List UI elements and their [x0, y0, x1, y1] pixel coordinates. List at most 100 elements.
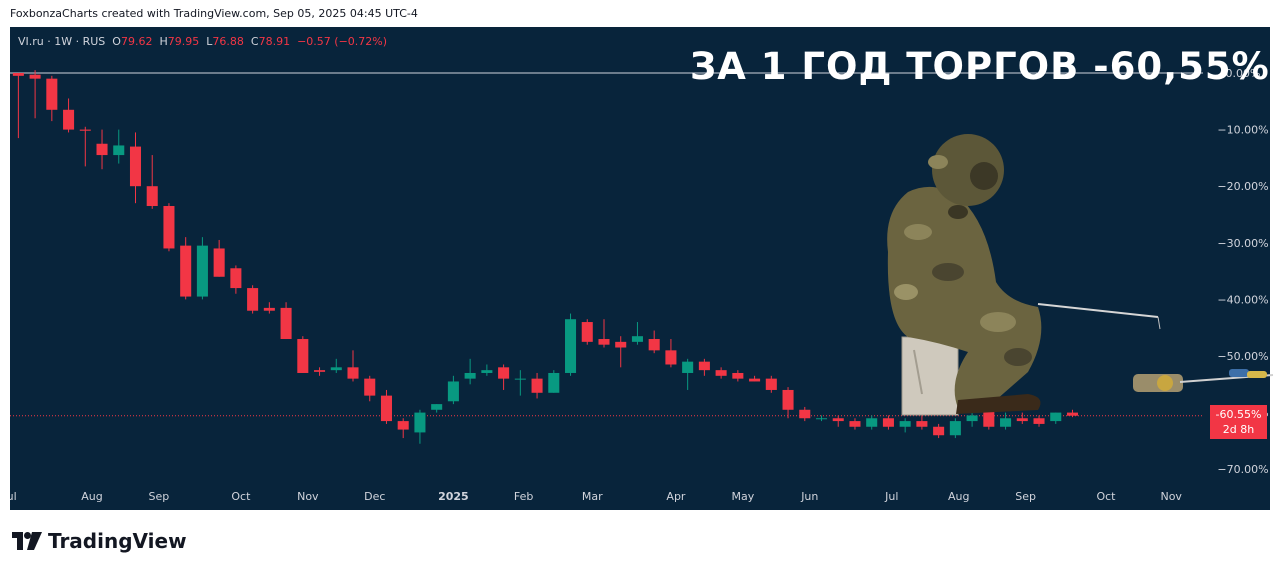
fisherman-figure-icon	[887, 134, 1161, 416]
candle-body	[866, 418, 878, 427]
x-tick-label: Oct	[1096, 490, 1116, 503]
y-tick-label: −10.00%	[1217, 124, 1268, 137]
candle-body	[832, 418, 844, 422]
candle-body	[899, 421, 911, 427]
ohlc-legend: VI.ru · 1W · RUS O79.62 H79.95 L76.88 C7…	[18, 35, 387, 48]
y-tick-label: −70.00%	[1217, 463, 1268, 476]
candle-body	[213, 248, 225, 277]
candle-body	[1016, 418, 1028, 422]
candle-body	[983, 409, 995, 427]
candle-body	[63, 109, 75, 130]
candle-body	[498, 367, 510, 379]
candle-body	[648, 339, 660, 351]
candle-body	[314, 370, 326, 372]
last-price-badge: -60.55% 2d 8h	[1210, 405, 1267, 439]
candle-body	[565, 319, 577, 373]
candle-body	[1033, 418, 1045, 424]
candle-body	[12, 73, 24, 76]
candle-body	[732, 372, 744, 379]
x-tick-label: Dec	[364, 490, 385, 503]
candle-body	[765, 378, 777, 390]
candle-body	[364, 378, 376, 396]
candle-body	[615, 341, 627, 348]
tradingview-logo[interactable]: TradingView	[12, 529, 187, 553]
candle-body	[682, 361, 694, 373]
candle-body	[163, 206, 175, 249]
legend-symbol: VI.ru · 1W · RUS	[18, 35, 106, 48]
y-tick-label: −40.00%	[1217, 293, 1268, 306]
candle-body	[146, 186, 158, 207]
candle-body	[447, 381, 459, 402]
candle-body	[129, 146, 142, 187]
candle-body	[531, 378, 543, 393]
y-tick-label: 0.00%	[1226, 67, 1261, 80]
candle-body	[1066, 412, 1079, 416]
legend-open-value: 79.62	[120, 35, 153, 48]
x-tick-label: Nov	[297, 490, 319, 503]
fishing-rod-icon	[1133, 369, 1274, 392]
last-price-value: -60.55%	[1215, 408, 1262, 421]
candle-body	[916, 421, 928, 427]
candle-body	[431, 404, 443, 410]
logo-wordmark: TradingView	[48, 529, 187, 553]
candle-body	[665, 350, 677, 365]
candle-body	[46, 78, 58, 110]
candle-body	[782, 389, 794, 410]
x-tick-label: Nov	[1160, 490, 1182, 503]
candle-body	[263, 307, 275, 311]
x-tick-label: Jun	[800, 490, 818, 503]
candle-body	[715, 370, 727, 376]
bar-countdown: 2d 8h	[1222, 423, 1255, 436]
candle-body	[414, 412, 426, 433]
candlestick-chart[interactable]: 0.00% −10.00% −20.00% −30.00% −40.00% −50.00%…	[10, 27, 1270, 510]
candle-body	[96, 143, 108, 156]
candle-body	[799, 409, 811, 419]
x-tick-label: Aug	[81, 490, 102, 503]
legend-close-label: C	[250, 35, 259, 48]
candle-body	[548, 372, 560, 393]
candle-body	[882, 418, 894, 427]
x-tick-label: Apr	[666, 490, 686, 503]
chart-credit: FoxbonzaCharts created with TradingView.…	[10, 7, 418, 20]
candle-body	[598, 339, 610, 345]
x-tick-label: Mar	[582, 490, 603, 503]
candle-body	[180, 245, 192, 297]
candle-body	[464, 372, 476, 379]
legend-change: −0.57 (−0.72%)	[297, 35, 388, 48]
legend-low-value: 76.88	[212, 35, 244, 48]
candle-body	[247, 288, 259, 311]
candle-body	[397, 421, 409, 430]
candle-body	[230, 268, 242, 289]
candle-body	[698, 361, 710, 371]
x-tick-label: Jul	[884, 490, 898, 503]
chart-area[interactable]: 0.00% −10.00% −20.00% −30.00% −40.00% −50.00%…	[10, 27, 1274, 510]
candle-body	[297, 339, 309, 373]
candle-body	[581, 322, 593, 342]
y-tick-label: −20.00%	[1217, 180, 1268, 193]
candle-body	[1000, 418, 1012, 427]
y-tick-label: −50.00%	[1217, 350, 1268, 363]
candle-body	[631, 336, 643, 342]
y-tick-label: −30.00%	[1217, 237, 1268, 250]
candle-body	[749, 378, 761, 382]
candle-body	[196, 245, 208, 297]
candle-body	[949, 421, 961, 436]
x-tick-label: Oct	[231, 490, 251, 503]
candle-body	[29, 74, 41, 79]
headline-caption: ЗА 1 ГОД ТОРГОВ -60,55%	[690, 45, 1270, 88]
candle-body	[347, 367, 359, 379]
x-tick-label: Sep	[149, 490, 170, 503]
legend-high-label: H	[159, 35, 168, 48]
candle-body	[933, 426, 945, 436]
legend-open-label: O	[112, 35, 121, 48]
x-tick-label: Sep	[1015, 490, 1036, 503]
legend-low-label: L	[206, 35, 213, 48]
candle-body	[380, 395, 392, 422]
x-tick-label: 2025	[438, 490, 469, 503]
candle-body	[113, 145, 125, 156]
tradingview-logo-icon	[12, 532, 42, 550]
candle-body	[481, 370, 493, 373]
candle-body	[79, 129, 91, 131]
candle-body	[966, 415, 978, 422]
x-tick-label: Feb	[514, 490, 533, 503]
